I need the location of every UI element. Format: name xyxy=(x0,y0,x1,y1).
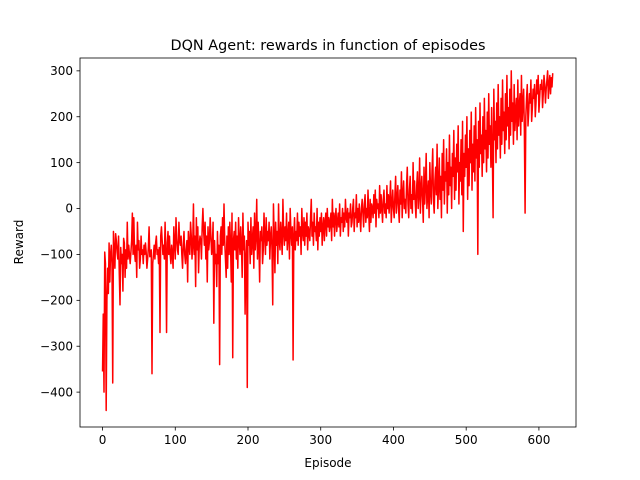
x-tick-label: 600 xyxy=(527,433,550,447)
chart-title: DQN Agent: rewards in function of episod… xyxy=(171,38,486,54)
y-tick-label: −100 xyxy=(40,248,73,262)
y-tick-label: −200 xyxy=(40,294,73,308)
series-layer xyxy=(101,70,554,412)
y-tick-label: 100 xyxy=(50,156,73,170)
y-tick-label: 200 xyxy=(50,110,73,124)
y-tick-label: 0 xyxy=(65,202,73,216)
x-tick-label: 0 xyxy=(99,433,107,447)
x-axis-label: Episode xyxy=(304,456,351,470)
y-axis-label: Reward xyxy=(12,220,26,265)
series-line-0 xyxy=(101,70,554,412)
x-tick-label: 500 xyxy=(455,433,478,447)
y-tick-label: −300 xyxy=(40,339,73,353)
x-tick-label: 300 xyxy=(309,433,332,447)
x-tick-label: 100 xyxy=(164,433,187,447)
plot-area-frame xyxy=(79,57,577,428)
y-tick-label: −400 xyxy=(40,385,73,399)
y-tick-label: 300 xyxy=(50,64,73,78)
x-axis: 0 100 200 300 400 500 600 xyxy=(99,427,550,447)
x-tick-label: 400 xyxy=(382,433,405,447)
y-axis: −400 −300 −200 −100 0 100 200 300 xyxy=(40,64,80,399)
x-tick-label: 200 xyxy=(237,433,260,447)
